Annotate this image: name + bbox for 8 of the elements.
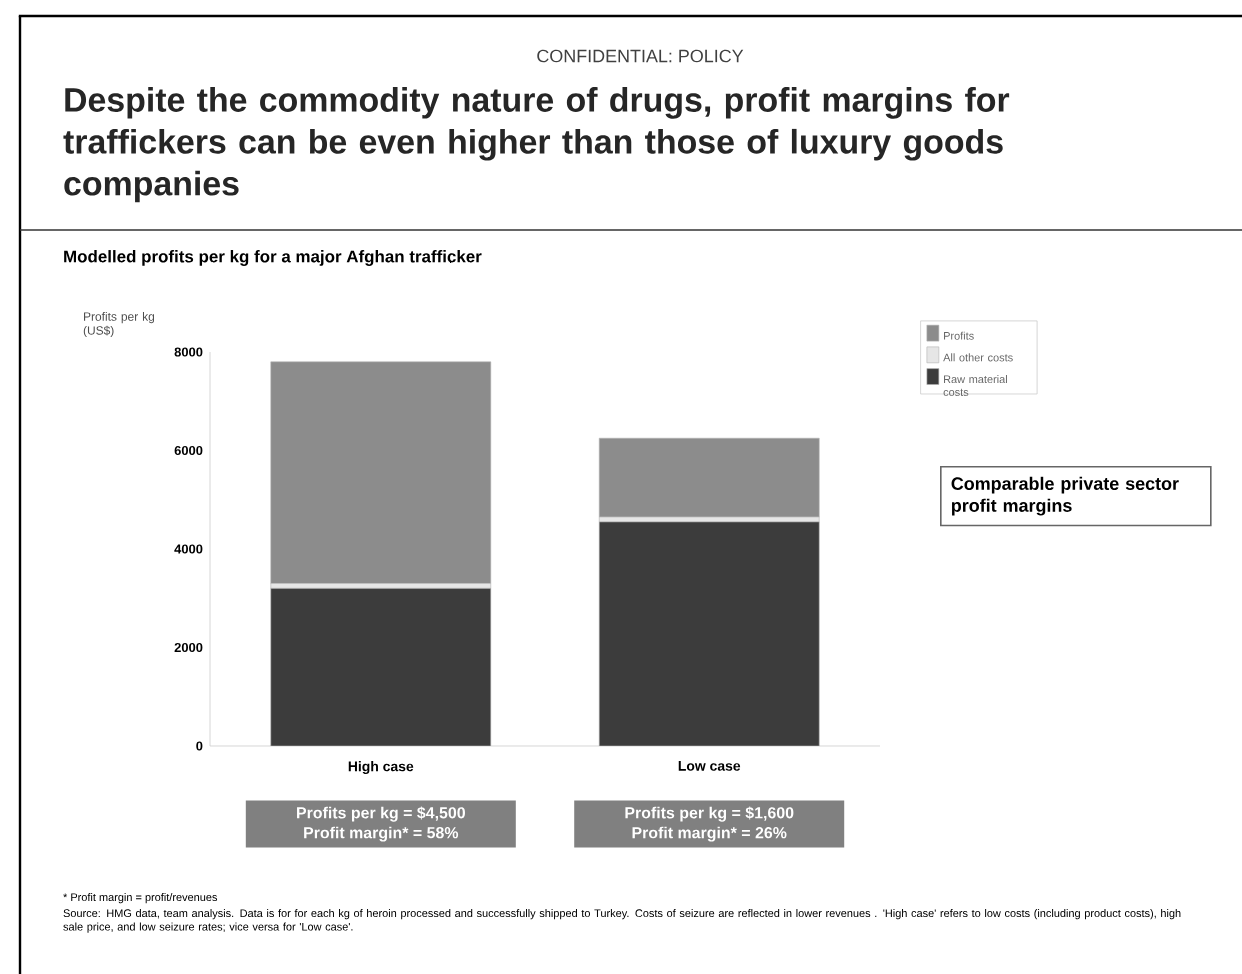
bar xyxy=(270,588,492,746)
chart-subtitle: Modelled profits per kg for a major Afghan trafficker xyxy=(64,250,482,266)
bar xyxy=(270,361,492,584)
bar xyxy=(598,437,820,518)
text: Comparable private sector profit margins xyxy=(951,476,1179,516)
bar xyxy=(598,521,820,746)
text: CONFIDENTIAL: POLICY xyxy=(537,49,744,63)
chart-title: Despite the commodity nature of drugs, profit margins for traffickers can be even higher than those of luxury goods companies xyxy=(63,87,1010,203)
